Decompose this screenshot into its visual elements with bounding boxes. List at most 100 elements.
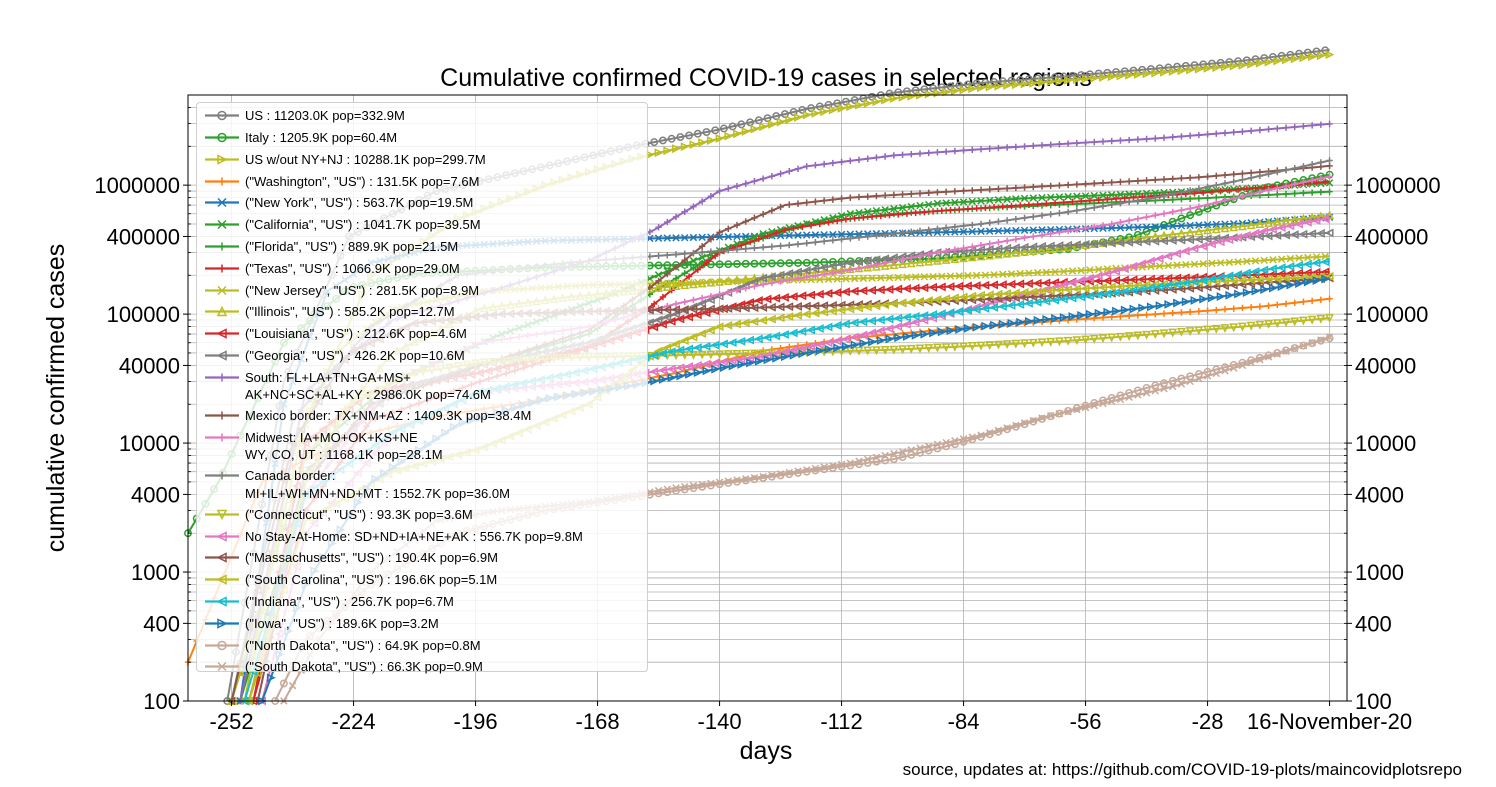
series-point — [881, 456, 890, 465]
series-point — [890, 230, 898, 237]
series-point — [780, 110, 789, 119]
series-point — [1216, 58, 1225, 67]
series-point — [762, 294, 772, 304]
series-point — [881, 95, 891, 105]
series-point — [794, 231, 802, 239]
series-point — [1038, 212, 1046, 219]
y-tick-label-left: 1000 — [131, 560, 180, 585]
series-point — [1046, 225, 1055, 234]
series-point — [1116, 71, 1126, 81]
series-point — [773, 229, 780, 237]
series-point — [1221, 129, 1229, 137]
series-point — [859, 274, 868, 283]
series-point — [1200, 189, 1207, 196]
series-point — [788, 328, 798, 338]
series-point — [672, 300, 680, 308]
y-axis-label: cumulative confirmed cases — [42, 244, 70, 552]
series-point — [1037, 242, 1046, 251]
series-point — [1190, 260, 1199, 268]
series-point — [898, 92, 908, 102]
series-point — [1151, 224, 1160, 233]
series-point — [994, 227, 1003, 235]
series-point — [1277, 51, 1286, 60]
y-tick-label-right: 1000000 — [1355, 173, 1441, 198]
series-point — [1025, 269, 1033, 277]
series-point — [1229, 222, 1239, 232]
series-point — [1099, 203, 1107, 210]
series-point — [915, 257, 925, 267]
series-point — [798, 105, 807, 114]
series-point — [908, 228, 915, 235]
series-point — [693, 129, 702, 138]
series-point — [1125, 136, 1133, 144]
series-point — [816, 275, 824, 284]
series-point — [1025, 201, 1033, 209]
series-point — [1003, 217, 1011, 224]
series-point — [675, 345, 685, 355]
series-point — [1173, 62, 1182, 71]
series-point — [1195, 221, 1203, 229]
series-point — [1276, 223, 1286, 233]
series-point — [894, 88, 903, 97]
y-tick-label-right: 1000 — [1355, 560, 1404, 585]
series-point — [990, 203, 998, 211]
series-point — [1311, 258, 1321, 268]
series-point — [1308, 161, 1316, 168]
series-point — [1273, 56, 1283, 66]
series-point — [1272, 319, 1282, 329]
legend-label: South: FL+LA+TN+GA+MS+ AK+NC+SC+AL+KY : … — [245, 369, 491, 403]
series-point — [1173, 298, 1182, 308]
series-point — [1103, 68, 1112, 77]
series-point — [1008, 202, 1015, 210]
series-point — [667, 134, 676, 143]
series-point — [1241, 268, 1251, 278]
series-point — [1002, 293, 1012, 303]
series-point — [937, 327, 947, 337]
y-tick-label-right: 10000 — [1355, 431, 1416, 456]
series-point — [1186, 205, 1194, 212]
series-point — [1237, 280, 1247, 289]
series-point — [1067, 293, 1077, 303]
series-point — [1063, 290, 1073, 300]
series-point — [858, 317, 868, 327]
series-point — [1294, 219, 1304, 229]
series-point — [985, 250, 995, 260]
series-point — [780, 330, 789, 339]
series-point — [893, 322, 903, 331]
series-point — [802, 258, 811, 267]
series-point — [924, 256, 934, 266]
series-point — [1230, 171, 1237, 178]
series-point — [1282, 182, 1290, 190]
series-point — [1204, 173, 1211, 180]
series-point — [1185, 283, 1195, 293]
series-point — [777, 242, 784, 250]
series-point — [875, 285, 885, 295]
series-point — [1233, 270, 1243, 279]
series-point — [1055, 193, 1064, 201]
series-point — [950, 86, 960, 96]
series-point — [1195, 195, 1203, 202]
series-point — [1019, 287, 1029, 297]
series-point — [1247, 304, 1255, 311]
series-point — [993, 244, 1003, 254]
series-point — [1046, 193, 1055, 202]
series-point — [1213, 306, 1220, 314]
series-point — [919, 283, 929, 293]
series-point — [680, 351, 690, 360]
legend-item: ("Louisiana", "US") : 212.6K pop=4.6M — [197, 323, 647, 345]
series-point — [920, 85, 929, 94]
series-point — [1312, 253, 1321, 261]
series-point — [867, 316, 877, 326]
series-point — [1207, 239, 1216, 249]
series-point — [759, 281, 767, 288]
series-point — [894, 333, 904, 343]
series-point — [1326, 120, 1333, 128]
series-point — [1230, 129, 1237, 136]
series-point — [1168, 217, 1177, 226]
series-point — [910, 317, 920, 327]
series-point — [740, 303, 750, 313]
legend-marker — [218, 433, 226, 442]
series-point — [1142, 223, 1151, 231]
series-point — [733, 246, 741, 253]
series-point — [881, 192, 889, 199]
